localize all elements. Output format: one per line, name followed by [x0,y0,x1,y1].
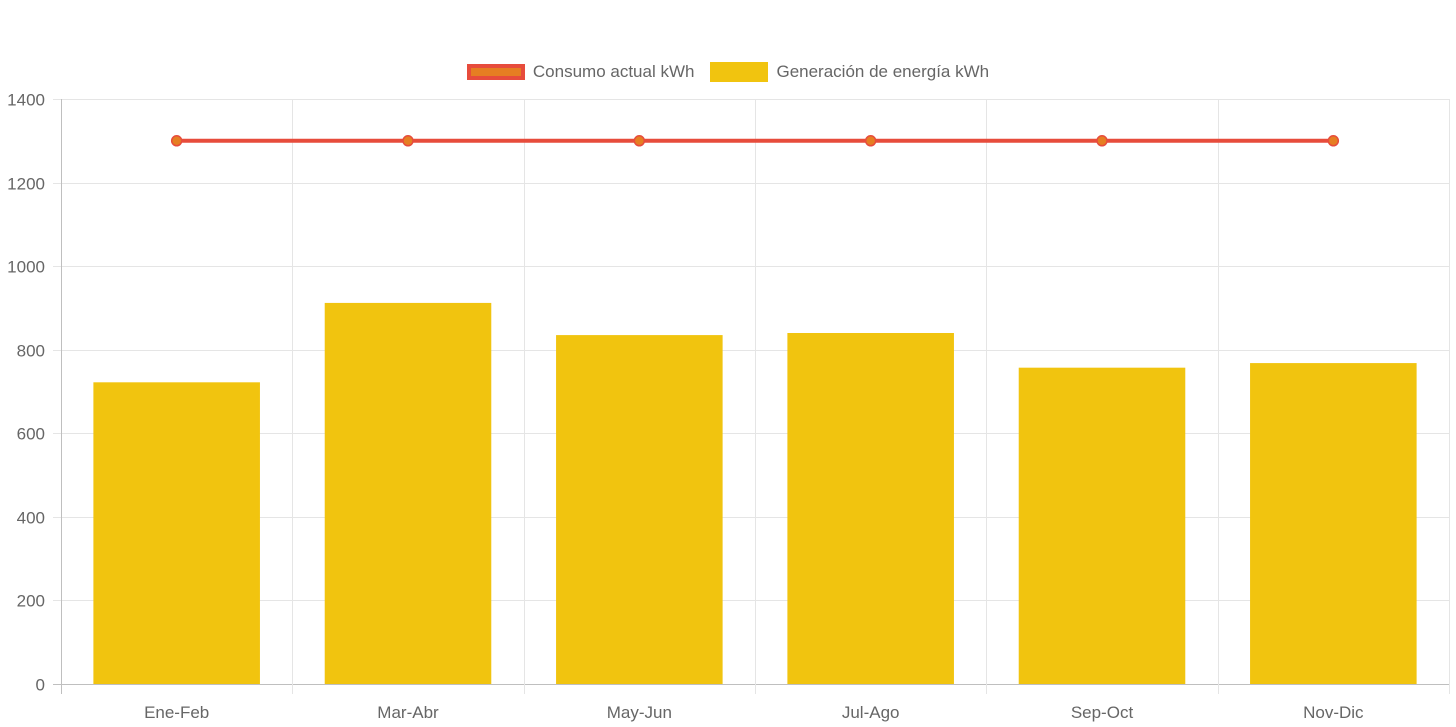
y-tick-label: 200 [17,592,45,611]
bar-generacion [556,335,723,684]
point-consumo [864,135,877,147]
y-tick-label: 800 [17,342,45,361]
bar-generacion [324,302,492,684]
bar-generacion [1250,363,1417,684]
y-tick-label: 1200 [7,175,45,194]
y-tick-label: 400 [17,509,45,528]
point-consumo [170,135,183,147]
bar-generacion [1018,367,1186,684]
x-tick-label: Mar-Abr [377,703,439,722]
y-tick-label: 1000 [7,258,45,277]
point-consumo [1096,135,1108,147]
x-tick-label: Sep-Oct [1071,703,1134,722]
y-tick-label: 600 [17,425,45,444]
x-tick-label: Ene-Feb [144,703,209,722]
point-consumo [402,135,414,147]
x-tick-label: May-Jun [607,703,672,722]
y-tick-label: 0 [36,676,45,695]
legend-item-consumo[interactable]: Consumo actual kWh [466,62,695,82]
legend-item-generacion[interactable]: Generación de energía kWh [710,62,989,82]
point-consumo [633,135,646,147]
bar-generacion [93,382,260,684]
x-tick-label: Nov-Dic [1303,703,1364,722]
chart-legend: Consumo actual kWh Generación de energía… [0,62,1456,82]
point-consumo [1327,135,1340,147]
legend-label-consumo: Consumo actual kWh [532,62,695,81]
legend-swatch-generacion [710,62,769,82]
x-tick-label: Jul-Ago [842,703,900,722]
legend-swatch-consumo [466,64,525,80]
bar-generacion [787,333,954,684]
y-tick-label: 1400 [7,91,45,110]
legend-label-generacion: Generación de energía kWh [776,62,990,81]
